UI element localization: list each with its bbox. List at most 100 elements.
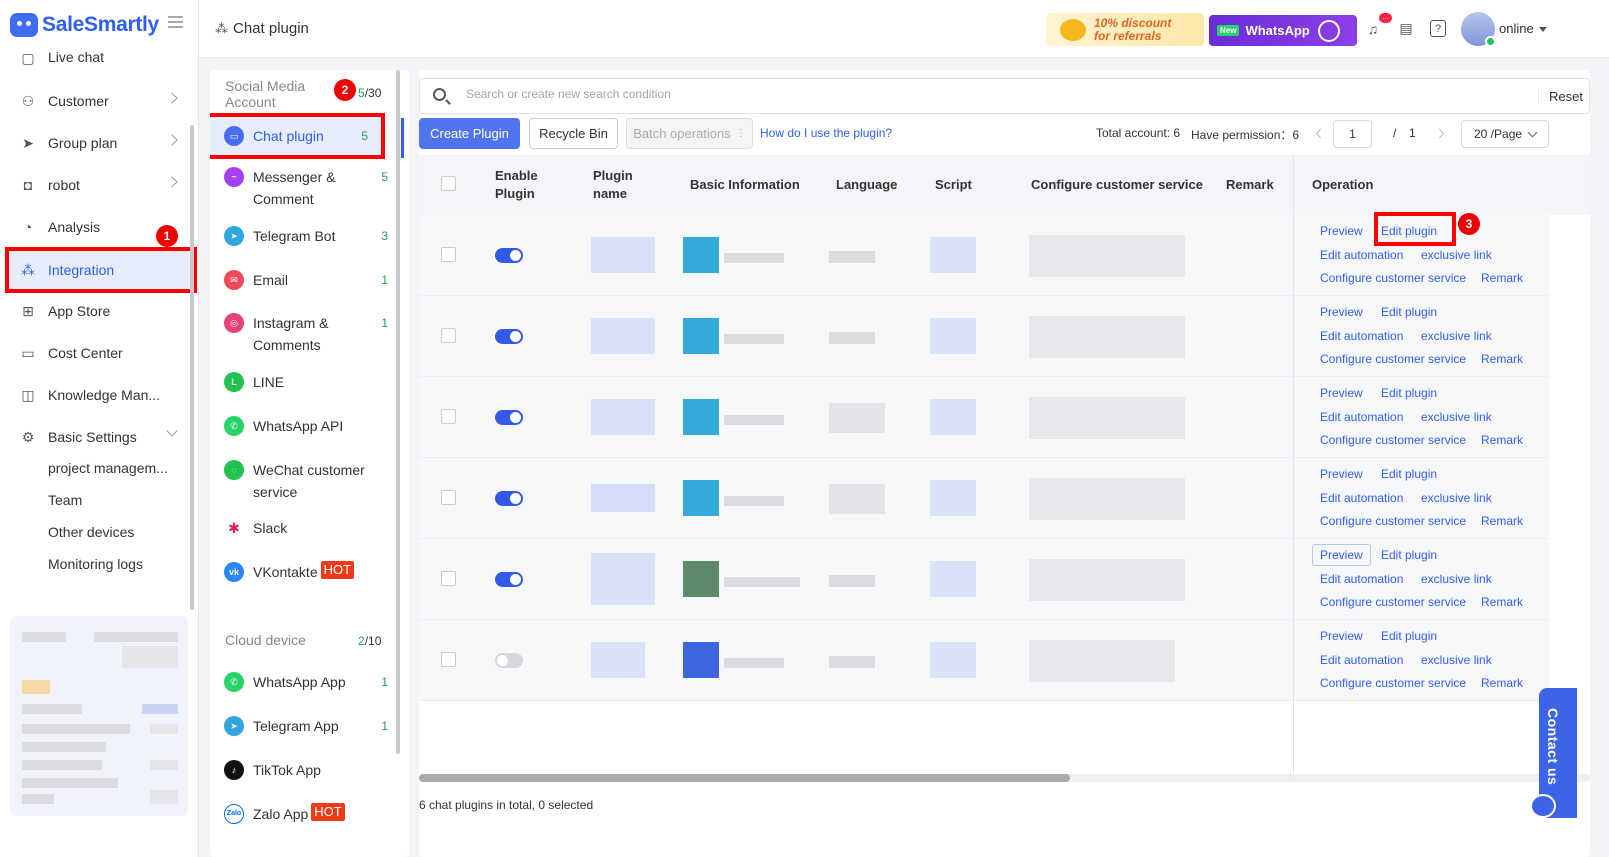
sidebar-item-analysis[interactable]: ◔ Analysis xyxy=(8,207,194,247)
channel-messenger[interactable]: ~ Messenger & Comment 5 xyxy=(210,166,402,210)
sidebar-scrollbar[interactable] xyxy=(190,125,194,610)
channel-tiktok-app[interactable]: ♪ TikTok App xyxy=(210,759,402,781)
preview-link[interactable]: Preview xyxy=(1320,467,1363,481)
help-icon[interactable]: ? xyxy=(1430,20,1446,37)
create-plugin-button[interactable]: Create Plugin xyxy=(419,118,520,149)
enable-toggle[interactable] xyxy=(495,572,523,587)
configure-service-link[interactable]: Configure customer service xyxy=(1320,271,1467,285)
reset-button[interactable]: Reset xyxy=(1538,89,1583,104)
enable-toggle[interactable] xyxy=(495,329,523,344)
sidebar-item-customer[interactable]: ⚇ Customer xyxy=(8,81,194,121)
table-row[interactable] xyxy=(419,620,1549,701)
channel-email[interactable]: ✉ Email 1 xyxy=(210,269,402,291)
select-all-checkbox[interactable] xyxy=(441,176,456,191)
edit-automation-link[interactable]: Edit automation xyxy=(1320,248,1404,262)
exclusive-link[interactable]: exclusive link xyxy=(1421,329,1492,343)
sidebar-subitem-project[interactable]: project managem... xyxy=(48,460,168,476)
preview-link[interactable]: Preview xyxy=(1312,544,1371,566)
channel-line[interactable]: L LINE xyxy=(210,371,402,393)
preview-link[interactable]: Preview xyxy=(1320,386,1363,400)
exclusive-link[interactable]: exclusive link xyxy=(1421,572,1492,586)
row-checkbox[interactable] xyxy=(441,328,456,343)
exclusive-link[interactable]: exclusive link xyxy=(1421,248,1492,262)
sidebar-subitem-team[interactable]: Team xyxy=(48,492,83,508)
sidebar-item-robot[interactable]: ◘ robot xyxy=(8,165,194,205)
sidebar-item-basic-settings[interactable]: ⚙ Basic Settings xyxy=(8,417,194,457)
preview-link[interactable]: Preview xyxy=(1320,629,1363,643)
channel-wechat[interactable]: ◌ WeChat customer service xyxy=(210,459,402,503)
sidebar-subitem-logs[interactable]: Monitoring logs xyxy=(48,556,143,572)
table-row[interactable] xyxy=(419,458,1549,539)
channel-panel-scrollbar[interactable] xyxy=(396,70,400,754)
channel-whatsapp-api[interactable]: ✆ WhatsApp API xyxy=(210,415,402,437)
whatsapp-banner[interactable]: New WhatsApp xyxy=(1209,15,1357,46)
edit-plugin-link[interactable]: Edit plugin xyxy=(1381,386,1438,400)
menu-collapse-icon[interactable] xyxy=(168,16,183,28)
table-row[interactable] xyxy=(419,296,1549,377)
chat-bubble-icon[interactable] xyxy=(1530,794,1556,818)
channel-zalo-app[interactable]: Zalo Zalo App HOT xyxy=(210,803,402,825)
exclusive-link[interactable]: exclusive link xyxy=(1421,410,1492,424)
edit-plugin-link[interactable]: Edit plugin xyxy=(1381,224,1438,238)
row-checkbox[interactable] xyxy=(441,571,456,586)
channel-slack[interactable]: ✱ Slack xyxy=(210,517,402,539)
configure-service-link[interactable]: Configure customer service xyxy=(1320,676,1467,690)
page-number-input[interactable]: 1 xyxy=(1333,120,1372,148)
recycle-bin-button[interactable]: Recycle Bin xyxy=(529,118,618,149)
enable-toggle[interactable] xyxy=(495,491,523,506)
enable-toggle[interactable] xyxy=(495,653,523,668)
configure-service-link[interactable]: Configure customer service xyxy=(1320,433,1467,447)
sidebar-item-group-plan[interactable]: ➤ Group plan xyxy=(8,123,194,163)
edit-plugin-link[interactable]: Edit plugin xyxy=(1381,467,1438,481)
configure-service-link[interactable]: Configure customer service xyxy=(1320,352,1467,366)
preview-link[interactable]: Preview xyxy=(1320,305,1363,319)
status-dropdown[interactable]: online xyxy=(1499,21,1547,36)
configure-service-link[interactable]: Configure customer service xyxy=(1320,595,1467,609)
referral-banner[interactable]: 10% discount for referrals xyxy=(1046,13,1204,46)
edit-automation-link[interactable]: Edit automation xyxy=(1320,329,1404,343)
sidebar-item-live-chat[interactable]: ▢ Live chat xyxy=(8,40,194,76)
channel-chat-plugin[interactable]: ▭ Chat plugin 5 xyxy=(210,113,385,159)
sidebar-item-app-store[interactable]: ⊞ App Store xyxy=(8,291,194,331)
edit-automation-link[interactable]: Edit automation xyxy=(1320,653,1404,667)
horizontal-scrollbar[interactable] xyxy=(419,774,1070,782)
table-row[interactable] xyxy=(419,215,1549,296)
logo[interactable]: SaleSmartly xyxy=(10,12,159,38)
configure-service-link[interactable]: Configure customer service xyxy=(1320,514,1467,528)
channel-whatsapp-app[interactable]: ✆ WhatsApp App 1 xyxy=(210,671,402,693)
preview-link[interactable]: Preview xyxy=(1320,224,1363,238)
edit-automation-link[interactable]: Edit automation xyxy=(1320,491,1404,505)
row-checkbox[interactable] xyxy=(441,247,456,262)
row-checkbox[interactable] xyxy=(441,490,456,505)
edit-automation-link[interactable]: Edit automation xyxy=(1320,410,1404,424)
batch-operations-button[interactable]: Batch operations ⋮ xyxy=(626,118,753,149)
edit-automation-link[interactable]: Edit automation xyxy=(1320,572,1404,586)
avatar[interactable] xyxy=(1461,12,1496,47)
table-row[interactable] xyxy=(419,539,1549,620)
sidebar-item-cost-center[interactable]: ▭ Cost Center xyxy=(8,333,194,373)
enable-toggle[interactable] xyxy=(495,410,523,425)
sidebar-item-integration[interactable]: ⁂ Integration xyxy=(5,247,197,293)
remark-link[interactable]: Remark xyxy=(1481,352,1524,366)
page-size-select[interactable]: 20 /Page xyxy=(1461,120,1549,148)
remark-link[interactable]: Remark xyxy=(1481,433,1524,447)
channel-vkontakte[interactable]: vk VKontakte HOT xyxy=(210,561,402,583)
table-row[interactable] xyxy=(419,377,1549,458)
row-checkbox[interactable] xyxy=(441,652,456,667)
remark-link[interactable]: Remark xyxy=(1481,595,1524,609)
remark-link[interactable]: Remark xyxy=(1481,514,1524,528)
edit-plugin-link[interactable]: Edit plugin xyxy=(1381,548,1438,562)
row-checkbox[interactable] xyxy=(441,409,456,424)
remark-link[interactable]: Remark xyxy=(1481,676,1524,690)
exclusive-link[interactable]: exclusive link xyxy=(1421,491,1492,505)
channel-telegram-bot[interactable]: ➤ Telegram Bot 3 xyxy=(210,225,402,247)
remark-link[interactable]: Remark xyxy=(1481,271,1524,285)
channel-instagram[interactable]: ◎ Instagram & Comments 1 xyxy=(210,312,402,356)
prev-page-icon[interactable] xyxy=(1315,128,1326,139)
help-link[interactable]: How do I use the plugin? xyxy=(760,126,893,140)
channel-telegram-app[interactable]: ➤ Telegram App 1 xyxy=(210,715,402,737)
enable-toggle[interactable] xyxy=(495,248,523,263)
exclusive-link[interactable]: exclusive link xyxy=(1421,653,1492,667)
edit-plugin-link[interactable]: Edit plugin xyxy=(1381,305,1438,319)
search-input[interactable] xyxy=(466,87,1466,101)
